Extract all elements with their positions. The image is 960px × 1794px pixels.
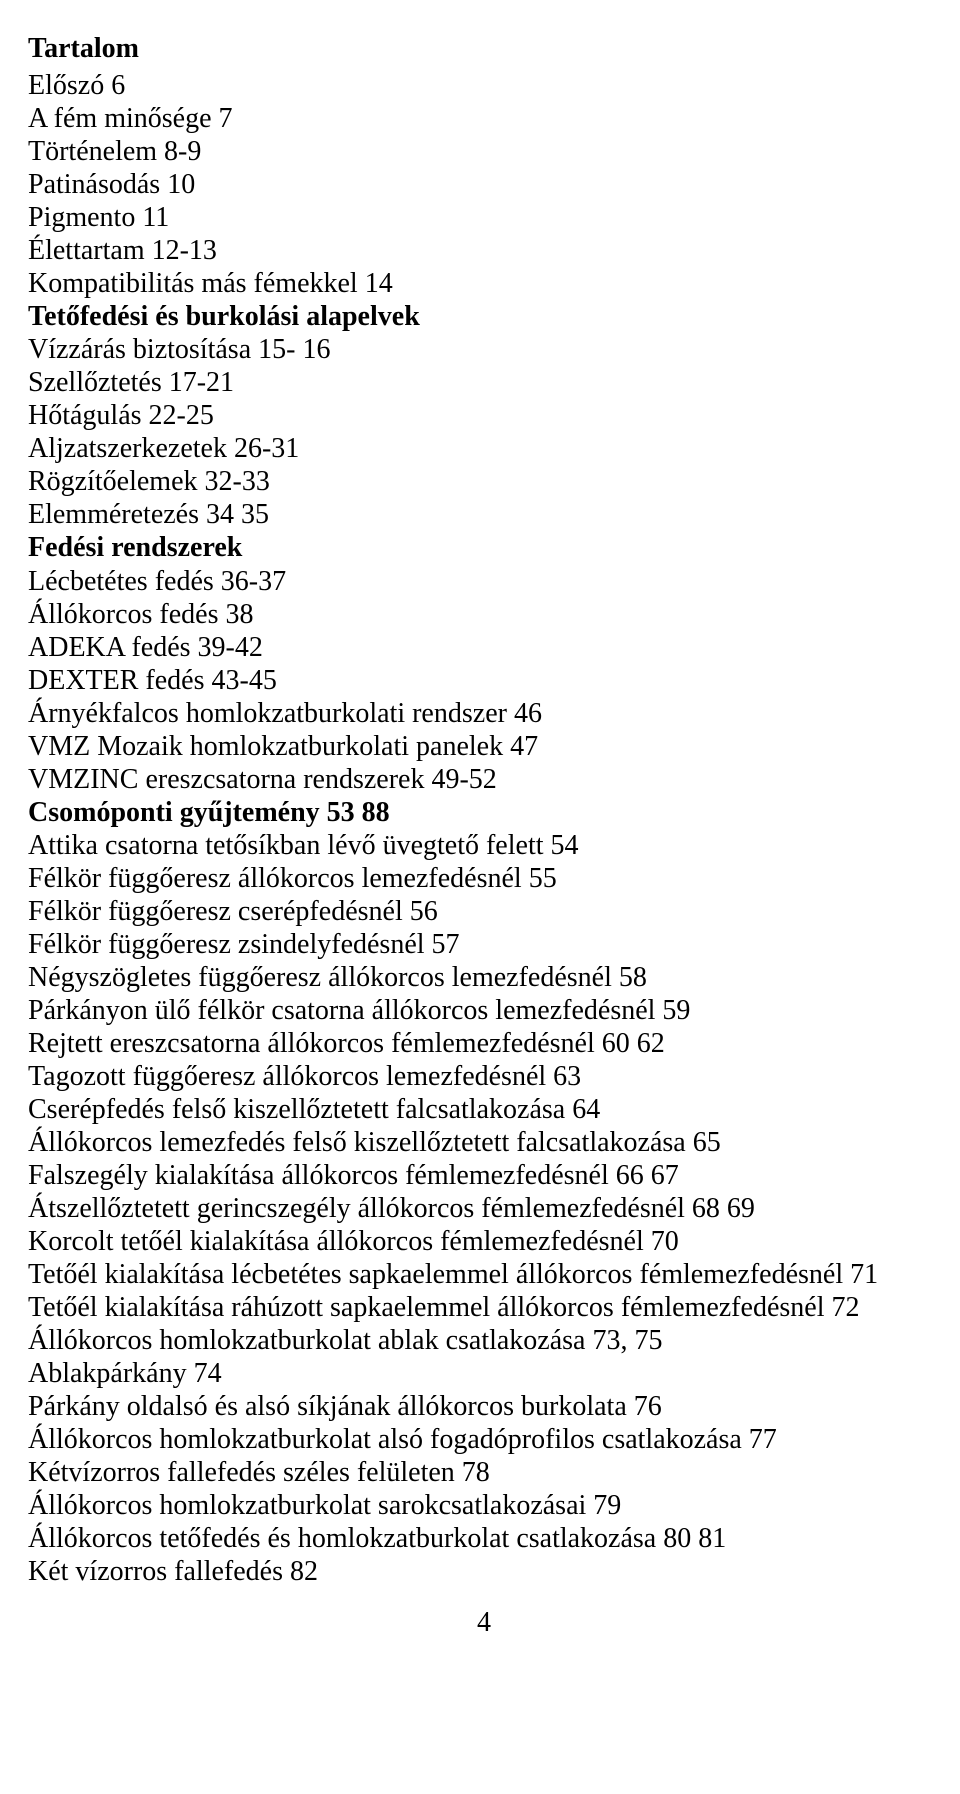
toc-line: Attika csatorna tetősíkban lévő üvegtető…: [28, 829, 940, 862]
toc-line: Fedési rendszerek: [28, 531, 940, 564]
toc-line: Ablakpárkány 74: [28, 1357, 940, 1390]
toc-line: Félkör függőeresz állókorcos lemezfedésn…: [28, 862, 940, 895]
toc-line: Tetőél kialakítása lécbetétes sapkaelemm…: [28, 1258, 940, 1291]
toc-line: Tetőél kialakítása ráhúzott sapkaelemmel…: [28, 1291, 940, 1324]
document-page: Tartalom Előszó 6A fém minősége 7Történe…: [0, 0, 960, 1794]
toc-line: Átszellőztetett gerincszegély állókorcos…: [28, 1192, 940, 1225]
toc-line: Állókorcos lemezfedés felső kiszellőztet…: [28, 1126, 940, 1159]
toc-line: Párkányon ülő félkör csatorna állókorcos…: [28, 994, 940, 1027]
toc-line: Állókorcos homlokzatburkolat sarokcsatla…: [28, 1489, 940, 1522]
toc-line: Cserépfedés felső kiszellőztetett falcsa…: [28, 1093, 940, 1126]
toc-line: Két vízorros fallefedés 82: [28, 1555, 940, 1588]
toc-line: A fém minősége 7: [28, 102, 940, 135]
toc-line: Állókorcos homlokzatburkolat alsó fogadó…: [28, 1423, 940, 1456]
toc-line: Állókorcos homlokzatburkolat ablak csatl…: [28, 1324, 940, 1357]
toc-line: Történelem 8-9: [28, 135, 940, 168]
toc-line: Lécbetétes fedés 36-37: [28, 565, 940, 598]
toc-line: Négyszögletes függőeresz állókorcos leme…: [28, 961, 940, 994]
toc-line: Aljzatszerkezetek 26-31: [28, 432, 940, 465]
toc-line: Kompatibilitás más fémekkel 14: [28, 267, 940, 300]
toc-line: Állókorcos tetőfedés és homlokzatburkola…: [28, 1522, 940, 1555]
toc-line: Árnyékfalcos homlokzatburkolati rendszer…: [28, 697, 940, 730]
toc-body: Előszó 6A fém minősége 7Történelem 8-9Pa…: [28, 69, 940, 1588]
toc-line: Párkány oldalsó és alsó síkjának állókor…: [28, 1390, 940, 1423]
toc-line: VMZ Mozaik homlokzatburkolati panelek 47: [28, 730, 940, 763]
toc-line: Elemméretezés 34 35: [28, 498, 940, 531]
toc-line: Tagozott függőeresz állókorcos lemezfedé…: [28, 1060, 940, 1093]
toc-line: Patinásodás 10: [28, 168, 940, 201]
toc-line: Állókorcos fedés 38: [28, 598, 940, 631]
toc-line: VMZINC ereszcsatorna rendszerek 49-52: [28, 763, 940, 796]
page-title: Tartalom: [28, 32, 940, 65]
toc-line: Kétvízorros fallefedés széles felületen …: [28, 1456, 940, 1489]
toc-line: Félkör függőeresz cserépfedésnél 56: [28, 895, 940, 928]
toc-line: Rögzítőelemek 32-33: [28, 465, 940, 498]
toc-line: DEXTER fedés 43-45: [28, 664, 940, 697]
toc-line: Hőtágulás 22-25: [28, 399, 940, 432]
toc-line: Élettartam 12-13: [28, 234, 940, 267]
page-number: 4: [28, 1606, 940, 1639]
toc-line: ADEKA fedés 39-42: [28, 631, 940, 664]
toc-line: Pigmento 11: [28, 201, 940, 234]
toc-line: Félkör függőeresz zsindelyfedésnél 57: [28, 928, 940, 961]
toc-line: Előszó 6: [28, 69, 940, 102]
toc-line: Szellőztetés 17-21: [28, 366, 940, 399]
toc-line: Vízzárás biztosítása 15- 16: [28, 333, 940, 366]
toc-line: Korcolt tetőél kialakítása állókorcos fé…: [28, 1225, 940, 1258]
toc-line: Rejtett ereszcsatorna állókorcos fémleme…: [28, 1027, 940, 1060]
toc-line: Falszegély kialakítása állókorcos fémlem…: [28, 1159, 940, 1192]
toc-line: Csomóponti gyűjtemény 53 88: [28, 796, 940, 829]
toc-line: Tetőfedési és burkolási alapelvek: [28, 300, 940, 333]
